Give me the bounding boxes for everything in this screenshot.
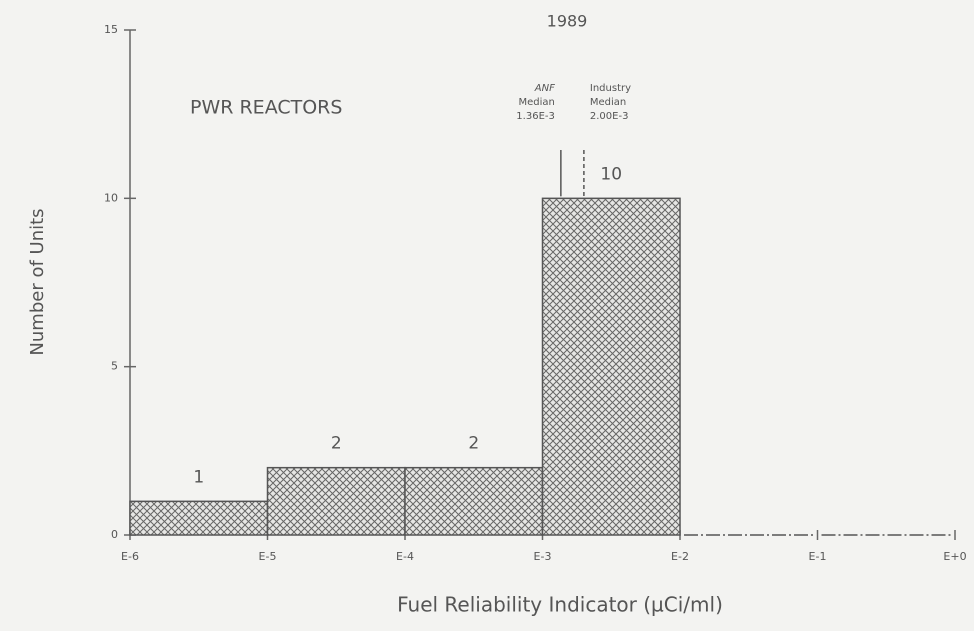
bar — [541, 197, 681, 536]
x-tick-label: E-4 — [396, 550, 414, 563]
median-text: Median — [518, 97, 554, 108]
chart-title: 1989 — [547, 12, 588, 31]
y-tick-label: 10 — [104, 191, 118, 204]
data-label: 10 — [600, 164, 622, 184]
data-label: 2 — [331, 434, 342, 454]
data-label: 1 — [193, 467, 204, 487]
y-axis-label: Number of Units — [27, 208, 48, 355]
annotation: PWR REACTORS — [190, 97, 342, 119]
y-tick-label: 5 — [111, 360, 118, 373]
x-tick-label: E-3 — [534, 550, 552, 563]
x-tick-label: E-2 — [671, 550, 689, 563]
x-axis-label: Fuel Reliability Indicator (µCi/ml) — [397, 593, 723, 617]
x-tick-label: E-6 — [121, 550, 139, 563]
y-tick-label: 15 — [104, 23, 118, 36]
data-label: 2 — [468, 434, 479, 454]
bar — [404, 466, 544, 536]
bar — [129, 500, 269, 536]
median-value: 2.00E-3 — [590, 111, 629, 122]
y-tick-label: 0 — [111, 528, 118, 541]
bar — [266, 466, 406, 536]
x-tick-label: E-5 — [259, 550, 277, 563]
x-tick-label: E-1 — [809, 550, 827, 563]
median-text: Median — [590, 97, 626, 108]
x-tick-label: E+0 — [943, 550, 966, 563]
median-value: 1.36E-3 — [516, 111, 555, 122]
median-name: ANF — [534, 83, 555, 94]
median-name: Industry — [590, 83, 631, 94]
